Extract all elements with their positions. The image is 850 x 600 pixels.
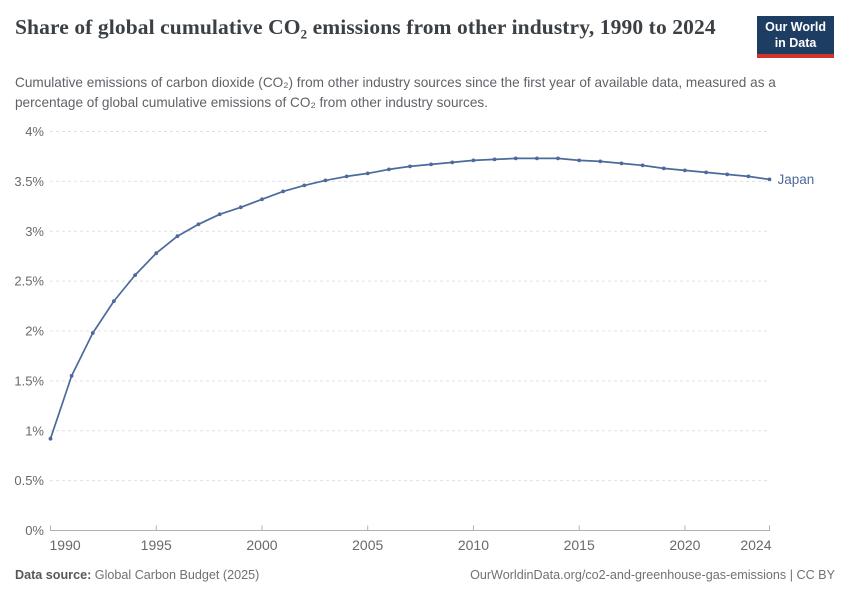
data-point xyxy=(238,205,243,210)
attribution: OurWorldinData.org/co2-and-greenhouse-ga… xyxy=(470,568,835,582)
x-tick-label: 2005 xyxy=(352,537,383,553)
y-tick-label: 3.5% xyxy=(14,174,44,189)
data-point xyxy=(387,167,391,172)
data-point xyxy=(69,374,74,378)
data-point xyxy=(704,170,708,175)
y-tick-label: 4% xyxy=(25,124,44,139)
data-point xyxy=(556,156,560,161)
data-point xyxy=(408,164,412,169)
x-tick-label: 1995 xyxy=(141,537,172,553)
data-point xyxy=(302,183,307,188)
data-point xyxy=(196,222,201,227)
chart-title: Share of global cumulative CO₂ emissions… xyxy=(15,15,716,39)
y-tick-label: 1% xyxy=(25,423,44,438)
entity-label: Japan xyxy=(778,172,815,187)
x-tick-label: 2010 xyxy=(458,537,489,553)
data-point xyxy=(175,234,180,239)
x-tick-label: 2015 xyxy=(564,537,595,553)
x-tick-label: 1990 xyxy=(50,537,81,553)
data-source-value: Global Carbon Budget (2025) xyxy=(94,568,260,582)
data-point xyxy=(640,163,645,168)
data-point xyxy=(598,159,603,164)
data-point xyxy=(48,436,53,441)
data-point xyxy=(619,161,624,166)
data-point xyxy=(260,197,264,202)
data-point xyxy=(429,162,433,167)
y-tick-label: 2.5% xyxy=(14,274,44,289)
data-point xyxy=(323,178,328,183)
data-point xyxy=(217,212,222,217)
chart-footer: Data source: Global Carbon Budget (2025)… xyxy=(15,568,835,582)
data-point xyxy=(577,158,582,163)
y-tick-label: 0% xyxy=(25,523,44,538)
data-point xyxy=(133,273,138,277)
data-point xyxy=(471,158,476,163)
x-tick-label: 2024 xyxy=(740,537,771,553)
data-point xyxy=(725,172,730,177)
y-tick-label: 0.5% xyxy=(14,473,44,488)
data-point xyxy=(365,171,370,176)
data-point xyxy=(281,189,285,194)
data-point xyxy=(535,156,539,161)
y-tick-label: 2% xyxy=(25,324,44,339)
owid-logo-line1: Our World xyxy=(765,20,826,34)
data-point xyxy=(154,251,159,256)
y-tick-label: 3% xyxy=(25,224,44,239)
data-point xyxy=(344,174,349,179)
x-tick-label: 2020 xyxy=(669,537,700,553)
data-source: Data source: Global Carbon Budget (2025) xyxy=(15,568,259,582)
data-point xyxy=(683,168,687,173)
data-point xyxy=(90,331,95,335)
x-tick-label: 2000 xyxy=(246,537,277,553)
data-point xyxy=(450,160,455,165)
data-source-label: Data source: xyxy=(15,568,92,582)
y-tick-label: 1.5% xyxy=(14,373,44,388)
chart-subtitle: Cumulative emissions of carbon dioxide (… xyxy=(15,75,776,111)
data-point xyxy=(767,177,772,182)
data-point xyxy=(112,299,116,303)
data-point xyxy=(513,156,518,161)
data-point xyxy=(746,174,751,179)
owid-logo[interactable]: Our World in Data xyxy=(757,16,834,59)
data-point xyxy=(492,157,497,162)
owid-logo-line2: in Data xyxy=(774,35,817,50)
series-line xyxy=(49,157,771,440)
data-point xyxy=(661,166,666,171)
